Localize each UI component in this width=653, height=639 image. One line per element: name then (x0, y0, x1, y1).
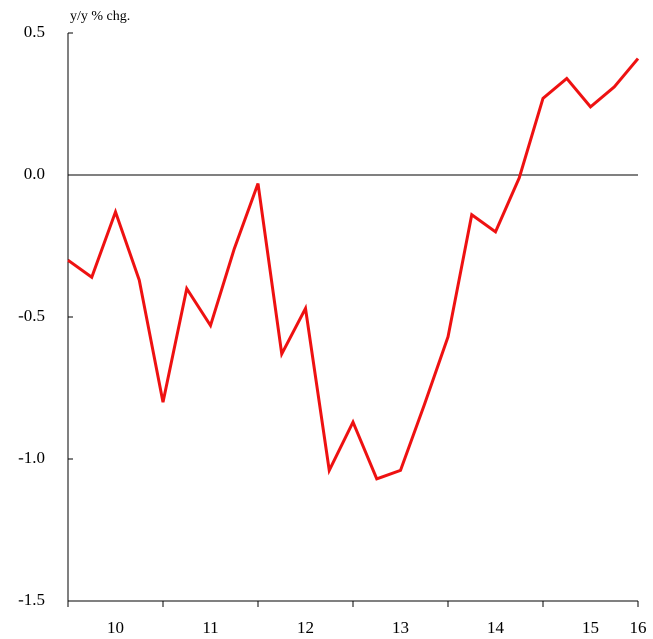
y-tick-label: 0.0 (24, 164, 45, 183)
y-axis-label: y/y % chg. (70, 9, 130, 24)
x-tick-label: 16 (630, 618, 647, 637)
y-tick-label: 0.5 (24, 22, 45, 41)
x-tick-label: 14 (487, 618, 505, 637)
y-tick-label: -0.5 (18, 306, 45, 325)
y-tick-label: -1.0 (18, 448, 45, 467)
x-tick-label: 12 (297, 618, 314, 637)
y-tick-label: -1.5 (18, 590, 45, 609)
x-tick-label: 11 (202, 618, 218, 637)
x-tick-label: 10 (107, 618, 124, 637)
x-tick-label: 13 (392, 618, 409, 637)
x-tick-label: 15 (582, 618, 599, 637)
data-line (67, 57, 640, 481)
